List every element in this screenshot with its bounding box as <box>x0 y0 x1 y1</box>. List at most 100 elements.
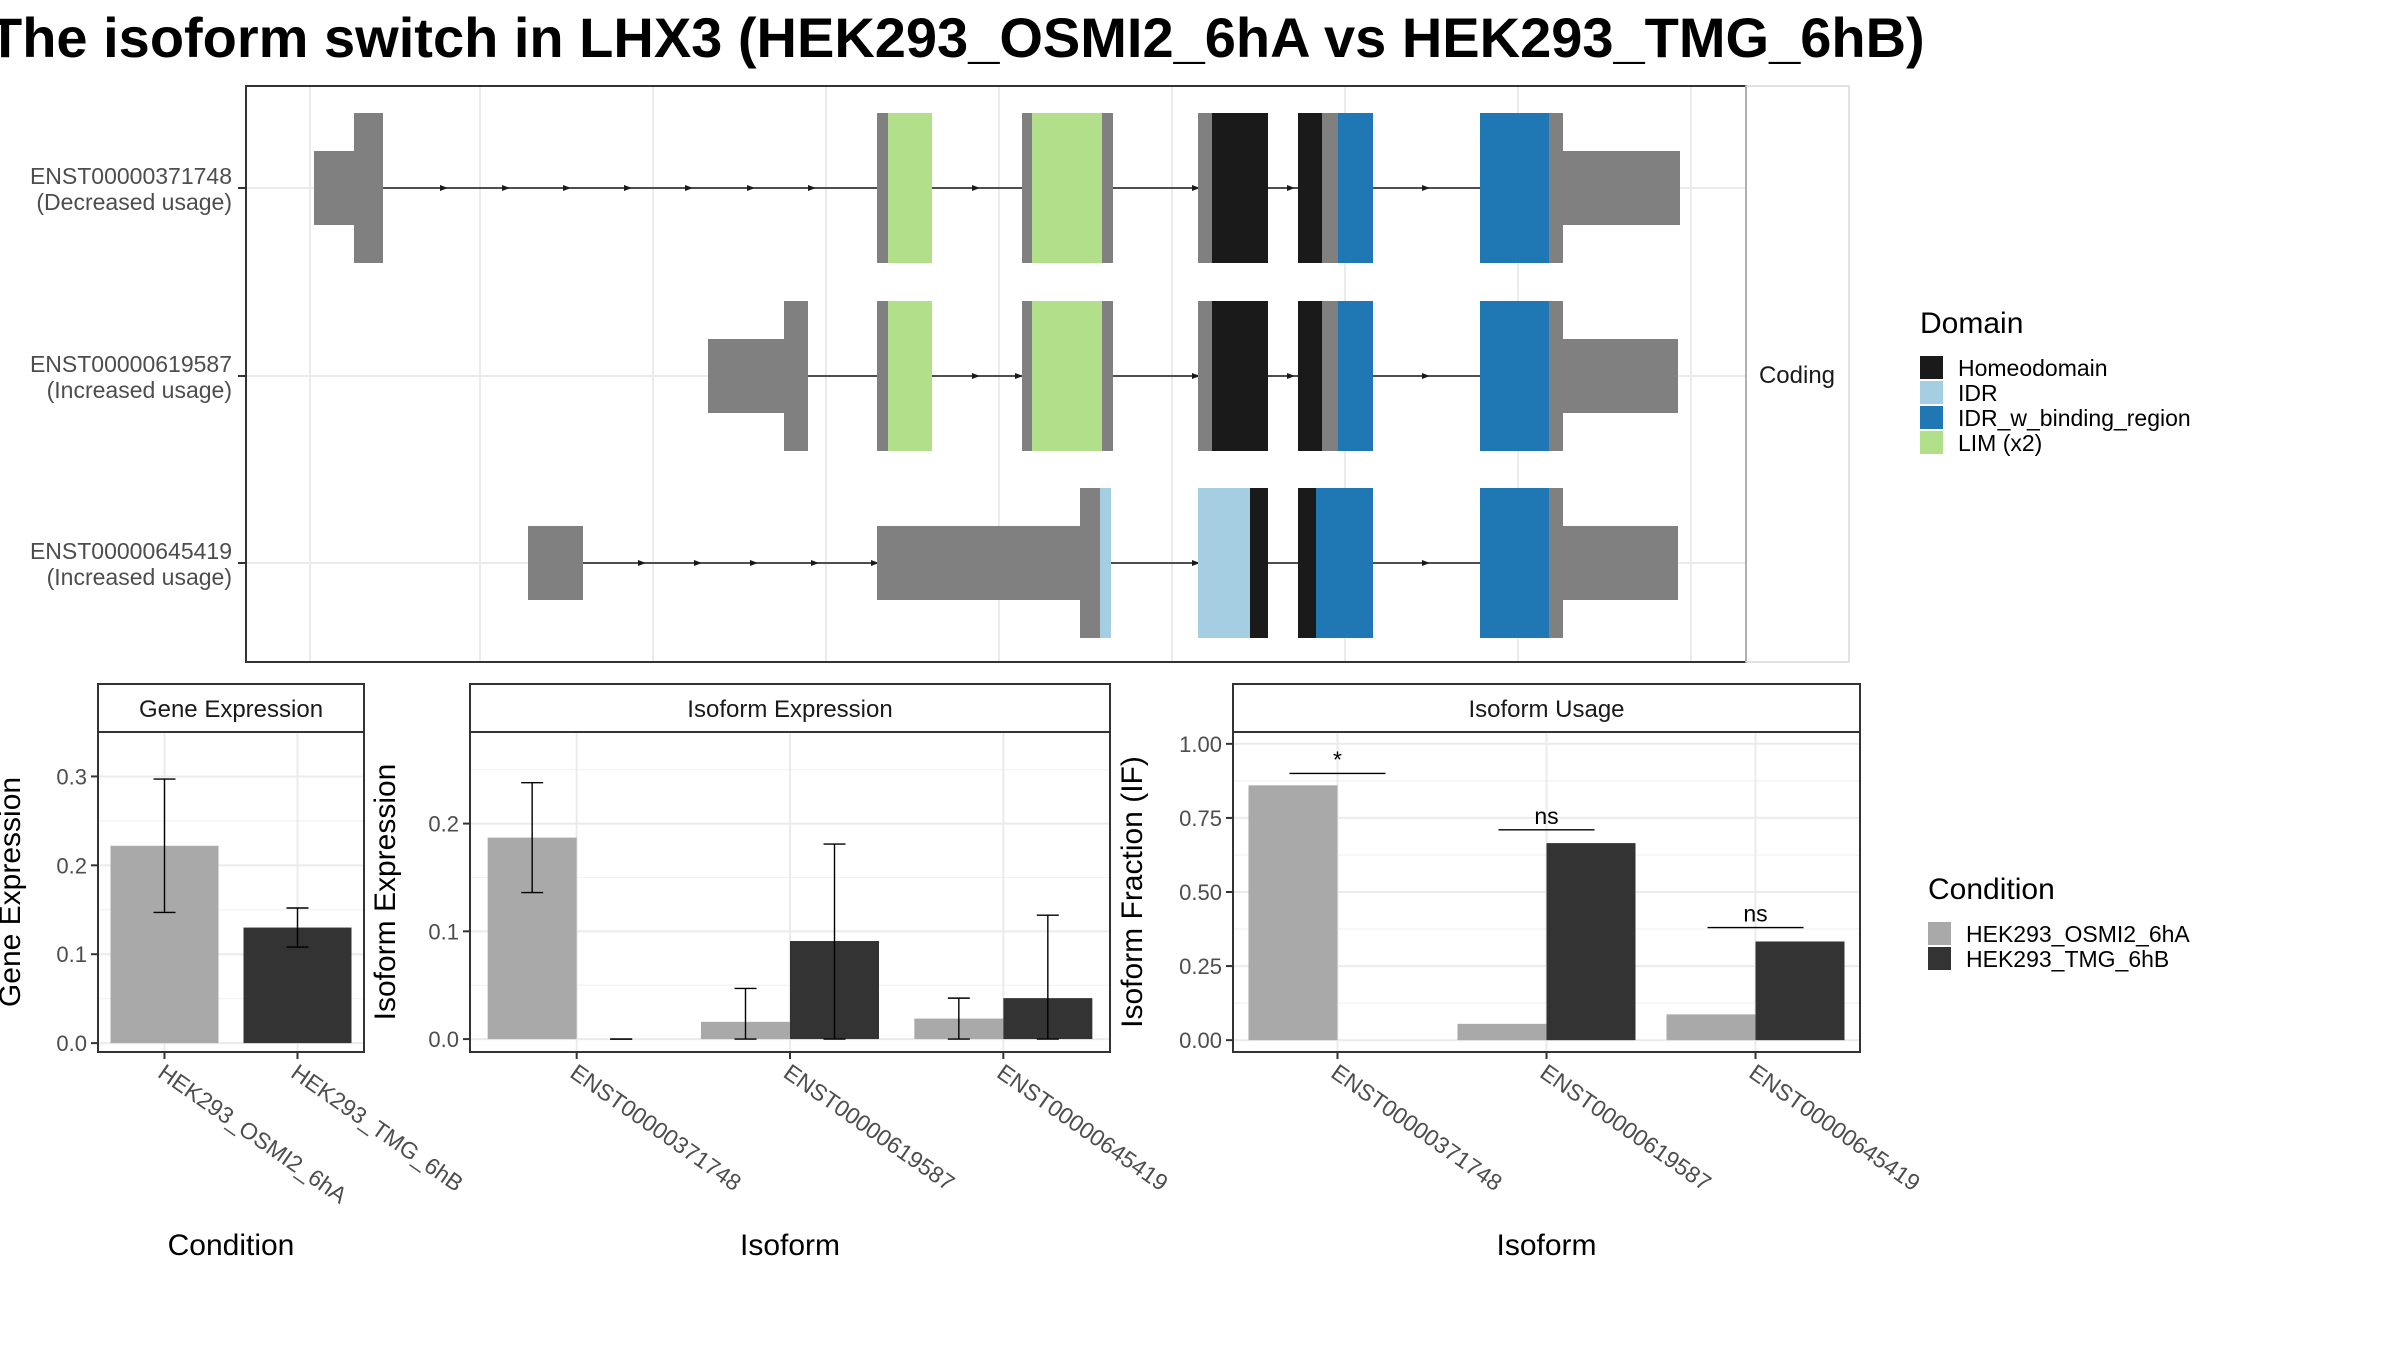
y-tick-label: 0.2 <box>56 853 87 878</box>
exon-segment <box>1322 301 1338 451</box>
y-tick-label: 0.1 <box>56 942 87 967</box>
y-tick-label: 0.0 <box>428 1027 459 1052</box>
transcript-usage-label: (Decreased usage) <box>36 189 232 215</box>
y-axis-title: Isoform Fraction (IF) <box>1116 756 1149 1028</box>
y-axis-title: Isoform Expression <box>369 764 402 1021</box>
bar <box>1546 843 1636 1041</box>
domain-segment-homeodomain <box>1298 488 1316 638</box>
y-tick-label: 0.25 <box>1179 954 1222 979</box>
intron-arrow <box>1015 373 1023 379</box>
facet-strip <box>1232 683 1861 733</box>
transcript-usage-label: (Increased usage) <box>47 564 232 590</box>
bar <box>1755 941 1845 1041</box>
exon-segment <box>1549 113 1563 263</box>
figure-title: The isoform switch in LHX3 (HEK293_OSMI2… <box>0 6 1925 69</box>
isoform-expression-xlabel: Isoform <box>740 1229 840 1262</box>
intron-arrow <box>1192 185 1200 191</box>
domain-segment-homeodomain <box>1298 301 1322 451</box>
domain-legend-label: IDR_w_binding_region <box>1958 405 2191 431</box>
intron-arrow <box>502 185 510 191</box>
y-tick-label: 0.3 <box>56 764 87 789</box>
exon-segment <box>877 113 888 263</box>
intron-arrow <box>972 185 980 191</box>
exon-segment <box>1102 301 1113 451</box>
facet-strip-title: Gene Expression <box>139 696 323 723</box>
domain-segment-idr-w-binding-region <box>1338 113 1373 263</box>
intron-arrow <box>1192 560 1200 566</box>
domain-segment-lim-x2 <box>888 301 932 451</box>
domain-segment-lim-x2 <box>1032 113 1042 263</box>
intron-arrow <box>747 185 755 191</box>
domain-legend-swatch <box>1920 356 1943 379</box>
domain-legend-label: Homeodomain <box>1958 355 2108 381</box>
intron-arrow <box>750 560 758 566</box>
exon-segment <box>1322 113 1338 263</box>
utr-block <box>354 113 383 263</box>
intron-arrow <box>972 373 980 379</box>
intron-arrow <box>638 560 646 566</box>
condition-legend-label: HEK293_OSMI2_6hA <box>1966 921 2190 947</box>
domain-segment-idr-w-binding-region <box>1338 301 1373 451</box>
exon-segment <box>1549 488 1563 638</box>
domain-legend-title: Domain <box>1920 307 2023 340</box>
domain-segment-idr-w-binding-region <box>1480 113 1549 263</box>
intron-arrow <box>1422 560 1430 566</box>
intron-arrow <box>811 560 819 566</box>
domain-segment-idr <box>1100 488 1111 638</box>
facet-strip-title: Isoform Usage <box>1468 696 1624 723</box>
domain-segment-homeodomain <box>1212 113 1268 263</box>
exon-segment <box>1549 301 1563 451</box>
transcript-structure-panel: Coding ENST00000371748(Decreased usage)E… <box>30 85 1850 663</box>
intron-arrow <box>1192 373 1200 379</box>
domain-legend-swatch <box>1920 431 1943 454</box>
domain-legend: Domain HomeodomainIDRIDR_w_binding_region… <box>1920 307 2191 456</box>
bar <box>1666 1014 1756 1041</box>
domain-legend-swatch <box>1920 381 1943 404</box>
intron-arrow <box>808 185 816 191</box>
y-tick-label: 0.00 <box>1179 1028 1222 1053</box>
significance-label: ns <box>1534 803 1558 829</box>
condition-legend-label: HEK293_TMG_6hB <box>1966 946 2169 972</box>
intron-arrow <box>694 560 702 566</box>
transcript-id-label: ENST00000645419 <box>30 538 232 564</box>
gene-expression-xlabel: Condition <box>168 1229 295 1262</box>
structure-transcript-rows <box>314 113 1680 638</box>
utr-block <box>1549 526 1678 600</box>
bar <box>1457 1023 1547 1041</box>
intron-arrow <box>871 560 879 566</box>
isoform-usage-xlabel: Isoform <box>1496 1229 1596 1262</box>
domain-segment-lim-x2 <box>1042 301 1102 451</box>
domain-segment-homeodomain <box>1298 113 1322 263</box>
facet-strip <box>97 683 365 733</box>
intron-arrow <box>563 185 571 191</box>
y-tick-label: 0.2 <box>428 812 459 837</box>
domain-segment-idr <box>1198 488 1250 638</box>
significance-label: ns <box>1743 901 1767 927</box>
domain-legend-swatch <box>1920 406 1943 429</box>
y-axis-title: Gene Expression <box>0 777 27 1007</box>
structure-strip-border <box>1745 85 1850 663</box>
exon-segment <box>1080 488 1100 638</box>
facet-strip <box>469 683 1111 733</box>
transcript-row <box>708 301 1678 451</box>
condition-legend-title: Condition <box>1928 873 2055 906</box>
utr-block <box>1549 339 1678 413</box>
transcript-id-label: ENST00000619587 <box>30 351 232 377</box>
utr-block <box>877 526 1080 600</box>
exon-segment <box>877 301 888 451</box>
exon-segment <box>1022 301 1032 451</box>
domain-segment-homeodomain <box>1250 488 1268 638</box>
domain-segment-idr-w-binding-region <box>1480 301 1549 451</box>
exon-segment <box>1022 113 1032 263</box>
y-tick-label: 0.0 <box>56 1031 87 1056</box>
y-tick-label: 0.50 <box>1179 880 1222 905</box>
y-tick-label: 0.1 <box>428 919 459 944</box>
intron-arrow <box>1422 185 1430 191</box>
exon-segment <box>1198 113 1212 263</box>
y-tick-label: 1.00 <box>1179 732 1222 757</box>
domain-legend-label: LIM (x2) <box>1958 430 2042 456</box>
intron-arrow <box>685 185 693 191</box>
significance-label: * <box>1333 746 1342 772</box>
